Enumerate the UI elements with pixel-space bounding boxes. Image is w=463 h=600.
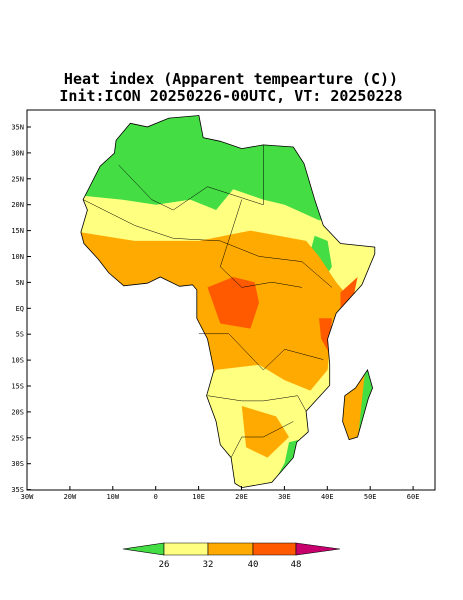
- zone: [80, 230, 350, 391]
- border: [118, 144, 264, 211]
- colorbar-label: 32: [203, 560, 214, 570]
- colorbar-label: 48: [291, 560, 302, 570]
- border: [230, 421, 294, 458]
- border: [207, 395, 307, 412]
- colorbar-segment: [207, 542, 254, 556]
- lon-label: 50E: [364, 493, 377, 501]
- colorbar-segment: [122, 542, 165, 556]
- lon-label: 10E: [192, 493, 205, 501]
- title: Heat index (Apparent tempearture (C)): [64, 70, 398, 88]
- border: [220, 199, 302, 288]
- lat-label: 15N: [11, 227, 24, 235]
- lat-label: 25S: [11, 434, 24, 442]
- lon-label: 30E: [278, 493, 291, 501]
- map-frame: [26, 109, 436, 491]
- lat-label: 10S: [11, 357, 24, 365]
- lon-label: 30W: [21, 493, 34, 501]
- lon-label: 0: [154, 493, 158, 501]
- lat-label: 5N: [16, 279, 24, 287]
- lat-label: 20S: [11, 408, 24, 416]
- lat-label: 35S: [11, 486, 24, 494]
- lon-label: 60E: [407, 493, 420, 501]
- lat-label: 20N: [11, 201, 24, 209]
- lat-label: 5S: [16, 331, 24, 339]
- coast: [80, 115, 376, 489]
- lat-label: 30N: [11, 149, 24, 157]
- lat-label: 15S: [11, 383, 24, 391]
- colorbar-segment: [252, 542, 297, 556]
- border: [198, 333, 324, 371]
- lon-label: 20E: [235, 493, 248, 501]
- lat-label: EQ: [16, 305, 24, 313]
- colorbar-label: 26: [159, 560, 170, 570]
- axes: 35N 30N 25N 20N 15N 10N 5N EQ 5S 10S 15S 20S 25S 30S 3…: [11, 124, 419, 502]
- lat-label: 30S: [11, 460, 24, 468]
- lon-label: 40E: [321, 493, 334, 501]
- lon-label: 10W: [106, 493, 119, 501]
- lon-label: 20W: [64, 493, 77, 501]
- colorbar-segment: [295, 542, 341, 556]
- colorbar-label: 40: [248, 560, 259, 570]
- lat-label: 25N: [11, 175, 24, 183]
- lat-label: 10N: [11, 253, 24, 261]
- border: [82, 199, 333, 288]
- zone: [207, 277, 259, 329]
- coast: [342, 368, 374, 441]
- lat-label: 35N: [11, 124, 24, 132]
- colorbar: 26 32 40 48: [122, 542, 341, 570]
- zone: [241, 406, 289, 458]
- subtitle: Init:ICON 20250226-00UTC, VT: 20250228: [59, 87, 402, 105]
- colorbar-segment: [163, 542, 209, 556]
